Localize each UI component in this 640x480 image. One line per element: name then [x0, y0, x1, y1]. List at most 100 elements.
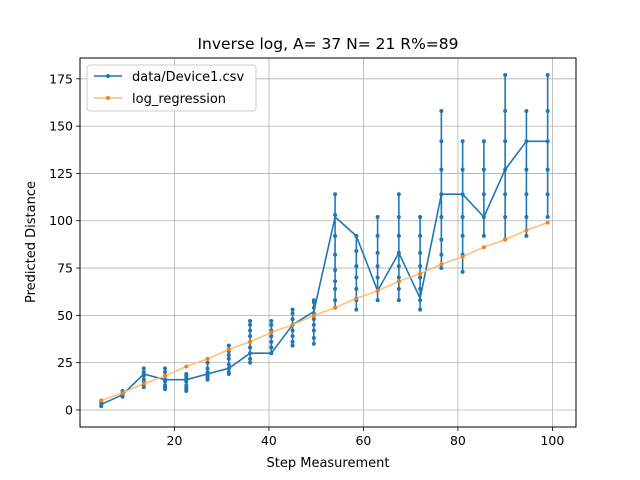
device1-point [184, 383, 189, 388]
device1-point [375, 250, 380, 255]
device1-point [354, 307, 359, 312]
device1-point [163, 383, 168, 388]
log-regression-point [481, 245, 486, 250]
device1-point [226, 370, 231, 375]
device1-point [269, 322, 274, 327]
log-regression-point [163, 373, 168, 378]
device1-point [354, 275, 359, 280]
device1-point [226, 362, 231, 367]
y-tick-label: 75 [57, 261, 73, 276]
x-tick-label: 60 [355, 433, 371, 448]
device1-point [460, 139, 465, 144]
device1-point [354, 286, 359, 291]
device1-point [311, 328, 316, 333]
device1-point [396, 233, 401, 238]
device1-point [205, 360, 210, 365]
device1-point [524, 108, 529, 113]
log-regression-point [375, 288, 380, 293]
device1-point [333, 286, 338, 291]
device1-point [418, 233, 423, 238]
device1-point [333, 267, 338, 272]
device1-point [460, 167, 465, 172]
device1-point [333, 279, 338, 284]
device1-point [396, 275, 401, 280]
device1-point [503, 167, 508, 172]
device1-point [141, 370, 146, 375]
device1-point [460, 233, 465, 238]
log-regression-point [248, 339, 253, 344]
log-regression-point [503, 237, 508, 242]
device1-point [375, 214, 380, 219]
device1-point [396, 286, 401, 291]
chart-title: Inverse log, A= 37 N= 21 R%=89 [197, 35, 458, 53]
device1-point [545, 214, 550, 219]
x-tick-label: 80 [450, 433, 466, 448]
device1-point [226, 353, 231, 358]
device1-point [141, 377, 146, 382]
device1-point [184, 372, 189, 377]
device1-point [375, 275, 380, 280]
device1-point [481, 167, 486, 172]
device1-point [354, 264, 359, 269]
log-regression-point [460, 254, 465, 259]
device1-point [248, 351, 253, 356]
device1-line [100, 140, 548, 406]
device1-point [269, 339, 274, 344]
device1-point [375, 264, 380, 269]
y-axis-label: Predicted Distance [24, 181, 39, 303]
device1-point [418, 250, 423, 255]
device1-point [524, 233, 529, 238]
legend: data/Device1.csv log_regression [86, 64, 257, 112]
y-tick-label: 150 [49, 119, 73, 134]
device1-point [290, 311, 295, 316]
device1-point [205, 370, 210, 375]
device1-point [460, 214, 465, 219]
device1-point [418, 275, 423, 280]
y-tick-label: 0 [65, 402, 73, 417]
device1-point [481, 214, 486, 219]
device1-point [503, 214, 508, 219]
device1-point [375, 233, 380, 238]
device1-point [226, 356, 231, 361]
device1-point [545, 167, 550, 172]
device1-point [396, 264, 401, 269]
device1-point [311, 322, 316, 327]
log-regression-point [141, 381, 146, 386]
device1-point [439, 139, 444, 144]
log-regression-point [439, 262, 444, 267]
device1-point [290, 328, 295, 333]
device1-point [396, 250, 401, 255]
device1-point [545, 73, 550, 78]
device1-point [354, 233, 359, 238]
axis-ticks: 20 40 60 80 100 0 25 50 75 100 125 150 175 [49, 71, 564, 448]
device1-point [545, 192, 550, 197]
device1-point [311, 341, 316, 346]
device1-point [333, 252, 338, 257]
device1-point [503, 192, 508, 197]
device1-point [248, 360, 253, 365]
plot-frame [79, 57, 577, 428]
device1-point [418, 286, 423, 291]
legend-marker-device1 [106, 74, 110, 78]
device1-point [439, 192, 444, 197]
device1-point [439, 214, 444, 219]
device1-point [524, 214, 529, 219]
device1-point [205, 366, 210, 371]
y-tick-label: 175 [49, 71, 73, 86]
device1-point [418, 298, 423, 303]
device1-point [311, 317, 316, 322]
device1-point [439, 237, 444, 242]
log-regression-line [101, 221, 548, 402]
device1-point [269, 345, 274, 350]
log-regression-point [354, 296, 359, 301]
device1-point [524, 167, 529, 172]
log-regression-point [226, 347, 231, 352]
device1-point [396, 214, 401, 219]
log-regression-point [184, 364, 189, 369]
device1-point [333, 298, 338, 303]
device1-point [481, 139, 486, 144]
device1-point [460, 192, 465, 197]
log-regression-point [205, 356, 210, 361]
x-axis-label: Step Measurement [267, 456, 390, 471]
device1-point [248, 345, 253, 350]
